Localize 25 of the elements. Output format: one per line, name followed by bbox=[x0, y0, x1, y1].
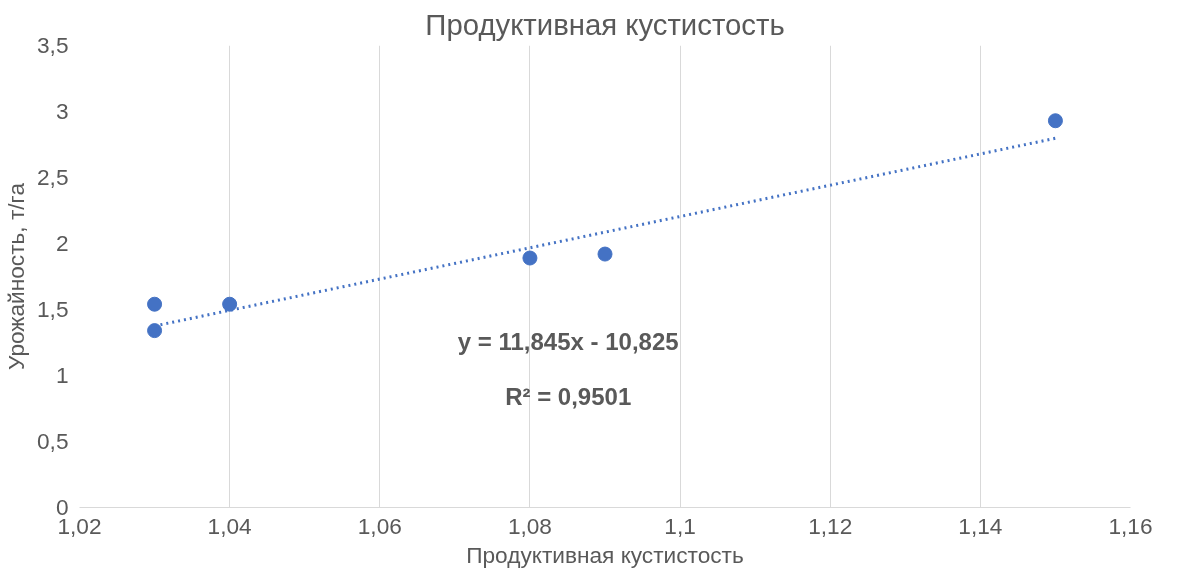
x-tick-label: 1,04 bbox=[207, 512, 252, 539]
y-tick-label: 1,5 bbox=[37, 296, 69, 322]
x-tick-label: 1,12 bbox=[808, 512, 853, 539]
y-tick-label: 2 bbox=[55, 230, 69, 256]
y-tick-label: 1 bbox=[55, 362, 69, 388]
point bbox=[597, 246, 613, 262]
chart-title: Продуктивная кустистость bbox=[425, 7, 785, 41]
y-tick-label: 3,5 bbox=[37, 32, 69, 58]
x-tick-label: 1,1 bbox=[664, 512, 696, 539]
point bbox=[1047, 113, 1063, 129]
x-tick-label: 1,16 bbox=[1108, 512, 1153, 539]
annotation: R² = 0,9501 bbox=[505, 383, 632, 411]
x-tick-label: 1,14 bbox=[958, 512, 1003, 539]
x-axis-title: Продуктивная кустистость bbox=[466, 541, 744, 568]
x-tick-label: 1,08 bbox=[507, 512, 552, 539]
y-tick-label: 0,5 bbox=[37, 428, 69, 454]
y-tick-label: 2,5 bbox=[37, 164, 69, 190]
point bbox=[222, 296, 238, 312]
y-tick-label: 3 bbox=[55, 98, 69, 124]
point bbox=[147, 323, 163, 339]
y-axis-title: Урожайность, т/га bbox=[3, 182, 29, 370]
point bbox=[147, 296, 163, 312]
annotation: y = 11,845x - 10,825 bbox=[457, 328, 679, 356]
point bbox=[522, 250, 538, 266]
x-tick-label: 1,06 bbox=[357, 512, 402, 539]
